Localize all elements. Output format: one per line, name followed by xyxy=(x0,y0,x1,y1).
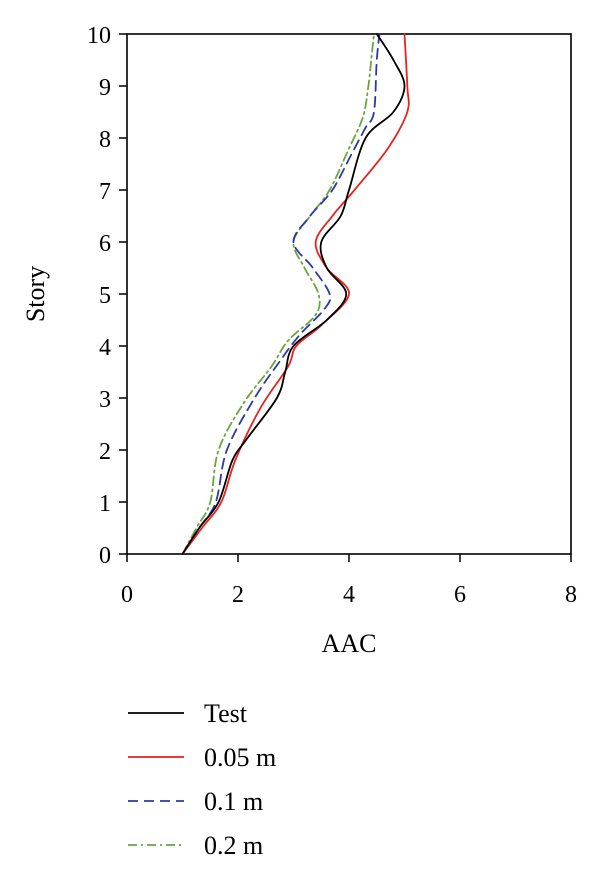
series-line-0-05-m xyxy=(181,33,410,555)
y-tick-label: 8 xyxy=(99,127,111,153)
x-axis-title: AAC xyxy=(322,629,377,658)
y-axis-title: Story xyxy=(21,266,50,322)
series-line-test xyxy=(181,33,406,555)
y-tick-label: 0 xyxy=(99,543,111,569)
y-tick-label: 5 xyxy=(99,283,111,309)
y-tick-label: 4 xyxy=(99,335,111,361)
x-tick-label: 2 xyxy=(232,582,244,608)
legend-item-test: Test xyxy=(128,699,248,728)
y-tick-label: 1 xyxy=(99,491,111,517)
y-tick-label: 9 xyxy=(99,75,111,101)
x-tick-label: 0 xyxy=(121,582,133,608)
axes: 0 2 4 6 8 0 1 2 3 4 5 6 7 8 9 10 xyxy=(87,23,577,608)
x-tick-label: 4 xyxy=(343,582,355,608)
legend-item-0-2-m: 0.2 m xyxy=(128,831,263,860)
y-tick-label: 10 xyxy=(87,23,111,49)
y-tick-label: 3 xyxy=(99,387,111,413)
legend-item-0-05-m: 0.05 m xyxy=(128,743,276,772)
series-line-0-1-m xyxy=(181,33,381,555)
legend-label: 0.2 m xyxy=(204,831,263,860)
x-tick-label: 6 xyxy=(454,582,466,608)
legend-item-0-1-m: 0.1 m xyxy=(128,787,263,816)
series-line-0-2-m xyxy=(181,33,375,555)
legend-label: Test xyxy=(204,699,248,728)
y-tick-label: 6 xyxy=(99,231,111,257)
legend-label: 0.05 m xyxy=(204,743,276,772)
legend-label: 0.1 m xyxy=(204,787,263,816)
legend: Test 0.05 m 0.1 m 0.2 m xyxy=(128,699,276,860)
y-tick-label: 2 xyxy=(99,439,111,465)
y-tick-label: 7 xyxy=(99,179,111,205)
series-layer xyxy=(181,33,410,555)
x-tick-label: 8 xyxy=(565,582,577,608)
